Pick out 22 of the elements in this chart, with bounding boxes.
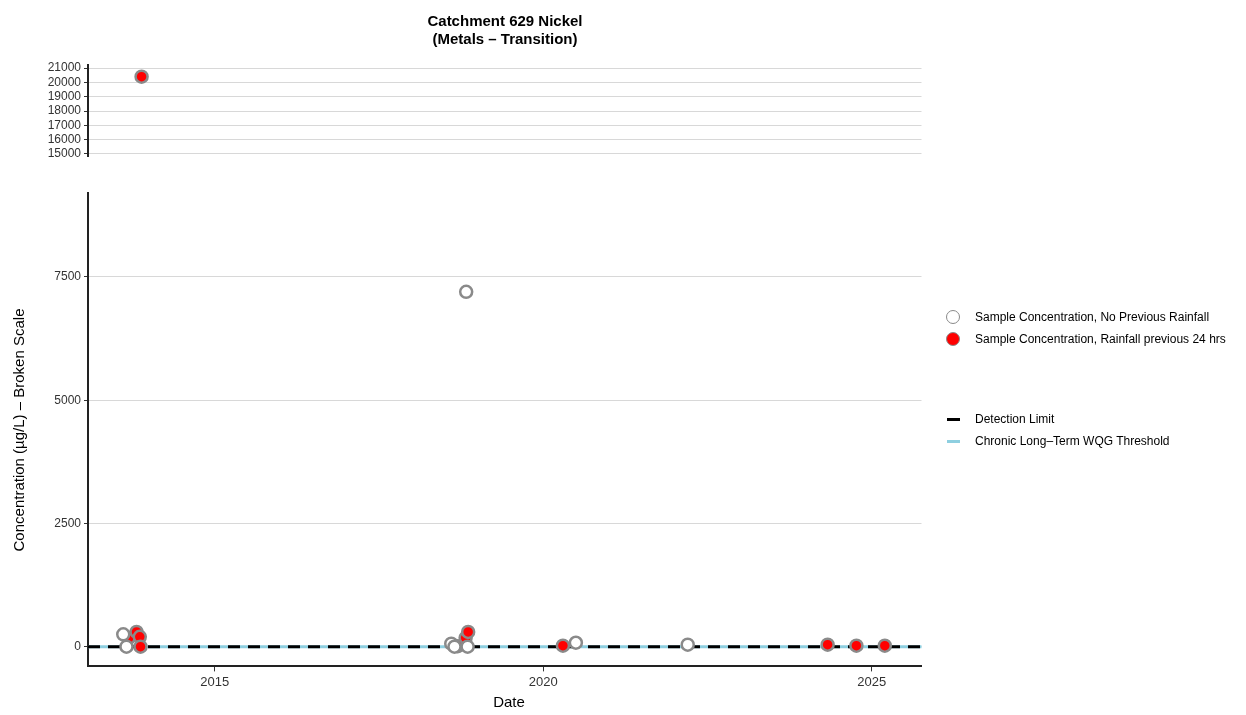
chart-subtitle: (Metals – Transition) [431, 30, 579, 47]
y-tick-label: 17000 [47, 117, 82, 132]
y-tick-label: 21000 [47, 60, 82, 75]
x-tick-label: 2020 [528, 673, 558, 689]
y-tick-label: 19000 [47, 89, 82, 103]
y-tick-label: 16000 [47, 131, 82, 146]
y-axis-title: Concentration (µg/L) – Broken Scale [9, 308, 27, 552]
legend-label: Sample Concentration, Rainfall previous 24 hrs [975, 332, 1226, 346]
chart-title: Catchment 629 Nickel [426, 12, 584, 29]
y-tick-label: 5000 [54, 392, 82, 407]
y-tick-label: 20000 [47, 74, 82, 89]
x-tick-label: 2025 [857, 673, 887, 689]
x-tick-label: 2015 [200, 673, 230, 689]
y-tick-label: 0 [74, 639, 82, 653]
legend-label: Sample Concentration, No Previous Rainfall [975, 310, 1210, 324]
y-tick-label: 7500 [54, 269, 82, 284]
legend-label: Detection Limit [975, 412, 1055, 426]
legend-label: Chronic Long–Term WQG Threshold [975, 434, 1170, 448]
y-tick-label: 18000 [47, 103, 82, 118]
y-tick-label: 2500 [54, 515, 82, 530]
y-tick-label: 15000 [47, 146, 82, 161]
x-axis-title: Date [492, 693, 526, 710]
